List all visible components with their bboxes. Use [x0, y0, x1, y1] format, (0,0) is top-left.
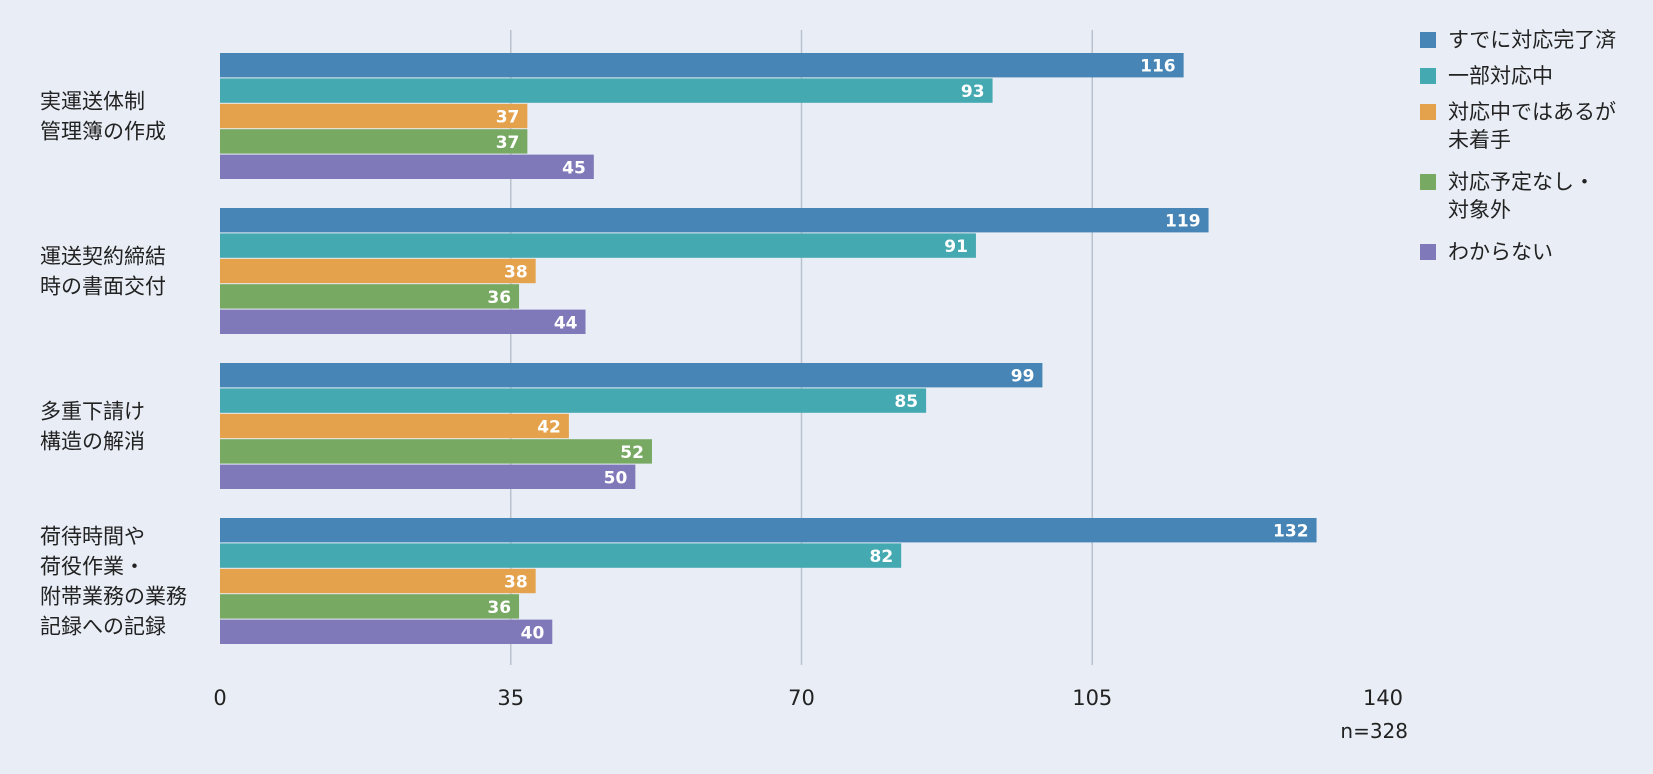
category-label: 実運送体制管理簿の作成 — [40, 90, 166, 144]
legend-label: 一部対応中 — [1448, 64, 1553, 88]
category-label: 多重下請け構造の解消 — [40, 400, 145, 454]
legend-swatch — [1420, 104, 1436, 120]
bar — [220, 363, 1043, 388]
category-label-line: 時の書面交付 — [40, 275, 166, 299]
category-labels: 実運送体制管理簿の作成運送契約締結時の書面交付多重下請け構造の解消荷待時間や荷役… — [40, 90, 187, 639]
legend-label: 対応中ではあるが未着手 — [1448, 100, 1616, 152]
gridlines — [510, 30, 1093, 665]
category-label-line: 荷待時間や — [40, 525, 145, 549]
bar-value-label: 37 — [496, 108, 520, 128]
bar-value-label: 119 — [1165, 212, 1201, 232]
bar-value-label: 38 — [504, 573, 528, 593]
bar-value-label: 36 — [487, 288, 511, 308]
legend-label-line: 一部対応中 — [1448, 64, 1553, 88]
x-tick-label: 140 — [1363, 686, 1403, 710]
category-label-line: 附帯業務の業務 — [40, 585, 187, 609]
bar — [220, 543, 902, 568]
category-label-line: 多重下請け — [40, 400, 145, 424]
bar-value-label: 116 — [1140, 57, 1176, 77]
bar — [220, 439, 652, 464]
bar-value-label: 50 — [604, 468, 628, 488]
x-tick-label: 70 — [788, 686, 815, 710]
bar-value-label: 38 — [504, 263, 528, 283]
bar — [220, 388, 927, 413]
category-label: 荷待時間や荷役作業・附帯業務の業務記録への記録 — [40, 525, 187, 639]
bar-value-label: 82 — [870, 547, 894, 567]
bar-value-label: 93 — [961, 82, 985, 102]
bar-value-label: 52 — [620, 443, 644, 463]
legend-label: すでに対応完了済 — [1448, 28, 1616, 52]
bar-value-label: 37 — [496, 133, 520, 153]
category-label-line: 実運送体制 — [40, 90, 145, 114]
bar — [220, 208, 1209, 233]
x-tick-label: 105 — [1072, 686, 1112, 710]
bar-value-label: 85 — [894, 392, 918, 412]
bars: 116 93 37 37 45 119 91 38 36 44 99 85 42 52 50 132 82 38 3… — [220, 53, 1317, 644]
category-label-line: 運送契約締結 — [40, 245, 166, 269]
legend-label-line: 未着手 — [1448, 128, 1511, 152]
x-tick-label: 0 — [213, 686, 226, 710]
bar-value-label: 42 — [537, 418, 561, 438]
bar — [220, 154, 594, 179]
bar — [220, 103, 528, 129]
x-tick-label: 35 — [497, 686, 524, 710]
bar — [220, 568, 536, 594]
legend-swatch — [1420, 32, 1436, 48]
bar — [220, 78, 993, 103]
bar-value-label: 40 — [521, 623, 545, 643]
bar-value-label: 99 — [1011, 367, 1035, 387]
sample-size-note: n=328 — [1340, 719, 1408, 743]
legend-label-line: 対象外 — [1448, 198, 1511, 222]
category-label-line: 管理簿の作成 — [40, 120, 166, 144]
bar — [220, 309, 586, 334]
legend-label: わからない — [1448, 240, 1553, 264]
legend-label-line: 対応予定なし・ — [1448, 170, 1595, 194]
category-label-line: 構造の解消 — [40, 430, 145, 454]
bar-value-label: 36 — [487, 598, 511, 618]
bar — [220, 233, 976, 258]
legend-swatch — [1420, 68, 1436, 84]
bar — [220, 413, 569, 439]
bar-value-label: 91 — [944, 237, 968, 257]
bar-value-label: 45 — [562, 158, 586, 178]
bar — [220, 518, 1317, 543]
category-label: 運送契約締結時の書面交付 — [40, 245, 166, 299]
bar-value-label: 132 — [1273, 522, 1309, 542]
legend-label: 対応予定なし・対象外 — [1448, 170, 1595, 222]
legend-swatch — [1420, 174, 1436, 190]
category-label-line: 荷役作業・ — [40, 555, 145, 579]
x-axis-ticks: 0 35 70 105 140 — [213, 686, 1403, 710]
bar — [220, 594, 520, 619]
legend-label-line: わからない — [1448, 240, 1553, 264]
legend-swatch — [1420, 244, 1436, 260]
bar-value-label: 44 — [554, 313, 578, 333]
bar — [220, 619, 553, 644]
bar — [220, 129, 528, 154]
category-label-line: 記録への記録 — [40, 615, 166, 639]
bar — [220, 464, 636, 489]
legend-label-line: 対応中ではあるが — [1448, 100, 1616, 124]
bar — [220, 284, 520, 309]
bar — [220, 53, 1184, 78]
legend-label-line: すでに対応完了済 — [1448, 28, 1616, 52]
bar — [220, 258, 536, 284]
